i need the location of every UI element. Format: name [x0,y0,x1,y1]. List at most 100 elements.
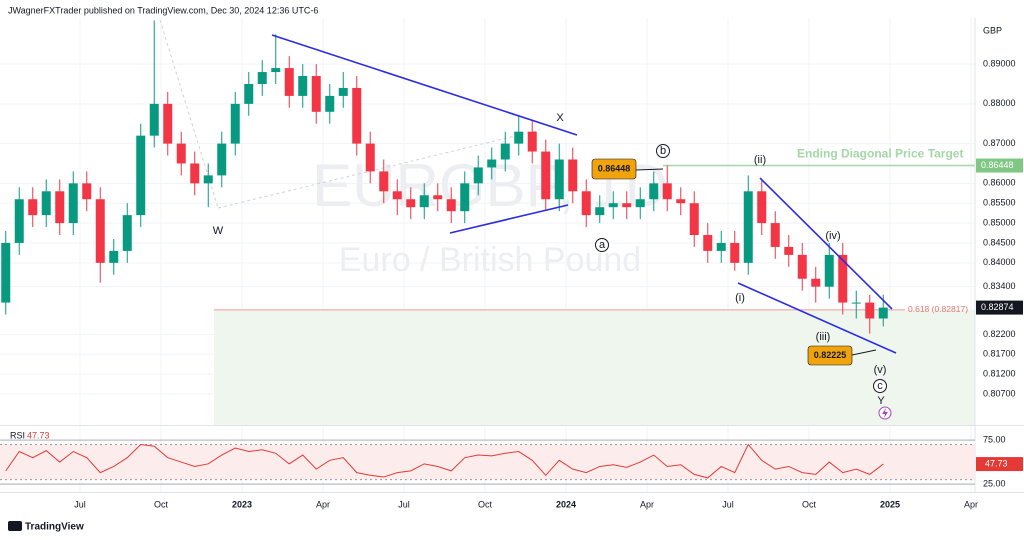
candle-body [298,76,308,96]
time-axis: Jul Oct 2023 Apr Jul Oct 2024 Apr Jul Oct 2025 Apr [74,499,978,509]
candle-body [797,254,807,279]
wave-label: (iii) [816,331,831,343]
footer: TradingView [25,522,84,533]
fib-label: 0.618 (0.82817) [908,304,968,314]
candle-body [460,183,470,212]
candle-body [770,223,780,247]
candle-body [568,159,578,192]
target-axis-text: 0.86448 [981,160,1014,170]
trendline [449,204,569,234]
x-tick-label: Apr [964,499,978,509]
candle-body [554,159,564,200]
wave-label: (i) [735,292,745,304]
candle-body [757,191,767,224]
x-tick-label: Oct [802,499,817,509]
candle-body [163,103,173,144]
candle-body [487,159,497,168]
x-tick-label: 2025 [880,499,900,509]
callout-box [807,345,853,366]
candle-body [838,254,848,303]
wave-label: (ii) [754,154,766,166]
candle-body [149,103,159,136]
candle-body [446,199,456,212]
callout-line [851,349,877,356]
candle-body [1,242,11,303]
y-tick-label: 0.89000 [983,58,1016,68]
candle-body [581,191,591,216]
candle-body [379,171,389,192]
logo [8,521,22,531]
callout-box [591,158,637,180]
x-tick-label: Apr [316,499,330,509]
x-tick-label: 2023 [232,499,252,509]
x-tick-label: Jul [398,499,410,509]
candle-body [55,191,65,224]
candle-body [743,191,753,263]
y-tick-label: 0.80700 [983,388,1016,398]
wave-label: b [660,145,666,157]
rsi-axis-label [976,457,1023,472]
candle-body [811,278,821,287]
callout-line [635,168,664,171]
candle-body [352,87,362,144]
x-tick-label: 2024 [556,499,576,509]
currency: GBP [983,25,1002,35]
candle-body [136,135,146,216]
candle-body [851,302,861,304]
candle-body [635,199,645,208]
candle-body [824,254,834,287]
candle-body [365,143,375,172]
trendline [759,177,893,310]
wave-label: W [213,225,224,237]
candle-body [28,199,38,216]
wave-circle [595,238,609,252]
candle-body [716,242,726,251]
x-tick-label: Jul [74,499,86,509]
candle-body [676,199,686,204]
candle-body [41,191,51,216]
grid: 0.89000 0.88000 0.87000 0.86000 0.85500 0.850… [0,18,1016,492]
price-axis-label [976,300,1023,315]
candle-body [338,87,348,96]
target-axis-label [976,158,1023,173]
wave-label: c [877,380,883,392]
y-tick-label: 0.87000 [983,138,1016,148]
candle-body [622,203,632,208]
candle-body [689,203,699,236]
candle-body [649,183,659,200]
rsi-line [5,443,884,479]
wave-label: (iv) [825,230,840,242]
candle-body [662,183,672,200]
x-tick-label: Apr [640,499,654,509]
candle-body [514,131,524,144]
candle-body [14,199,24,243]
y-tick-label: 0.85000 [983,217,1016,227]
callout-text: 0.86448 [598,163,631,173]
wave-connector [217,129,541,209]
wave-label: a [599,239,606,251]
levels: 0.618 (0.82817) Ending Diagonal Price Tar… [214,147,1023,425]
wave-label: X [556,112,564,124]
wave-label: (v) [874,364,887,376]
candle-body [176,143,186,164]
candle-body [68,183,78,224]
candle-body [244,83,254,104]
y-tick-label: 0.84000 [983,257,1016,267]
rsi-tick-label: 25.00 [983,478,1006,488]
wave-circle [656,144,670,158]
y-tick-label: 0.83400 [983,281,1016,291]
candle-body [730,242,740,263]
candle-body [109,250,119,263]
header: JWagnerFXTrader published on TradingView… [8,5,318,15]
candle-body [541,151,551,200]
candle-body [473,167,483,184]
trendline [271,34,578,136]
y-tick-label: 0.81200 [983,369,1016,379]
y-tick-label: 0.82200 [983,329,1016,339]
wave-circle [873,379,887,393]
candle-body [406,199,416,208]
watermark-name: Euro / British Pound [339,241,641,279]
candle-body [608,203,618,208]
candle-body [122,215,132,251]
